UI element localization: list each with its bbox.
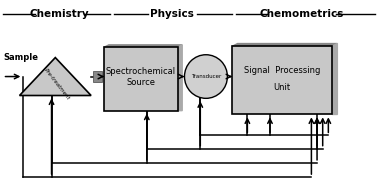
Text: Unit: Unit <box>274 83 291 92</box>
Polygon shape <box>20 57 91 96</box>
Polygon shape <box>332 44 338 114</box>
Ellipse shape <box>184 55 228 98</box>
Polygon shape <box>104 45 182 47</box>
Text: Sample: Sample <box>3 53 38 62</box>
Text: Chemometrics: Chemometrics <box>260 9 344 19</box>
Text: Pre-treatment: Pre-treatment <box>43 67 71 101</box>
Text: Source: Source <box>127 78 155 87</box>
Text: Physics: Physics <box>150 9 194 19</box>
Polygon shape <box>232 44 338 46</box>
Text: Signal  Processing: Signal Processing <box>244 66 321 75</box>
Bar <box>93 71 102 82</box>
Bar <box>232 46 332 114</box>
Polygon shape <box>178 45 182 111</box>
Bar <box>104 47 178 111</box>
Text: Chemistry: Chemistry <box>29 9 89 19</box>
Text: Spectrochemical: Spectrochemical <box>106 67 176 76</box>
Text: Transducer: Transducer <box>191 74 221 79</box>
